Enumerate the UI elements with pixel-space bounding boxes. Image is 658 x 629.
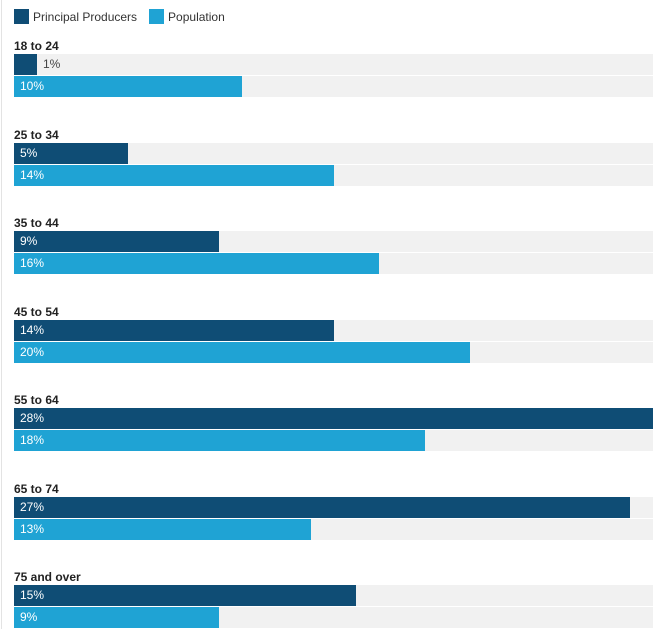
- bar-principal-producers[interactable]: [14, 585, 356, 606]
- category-label: 35 to 44: [14, 216, 59, 230]
- bar-population[interactable]: [14, 342, 470, 363]
- bar-value-label: 1%: [43, 57, 61, 71]
- bar-track: 18%: [14, 430, 653, 451]
- age-group: 75 and over 15% 9%: [14, 569, 654, 628]
- bar-value-label: 28%: [20, 411, 45, 425]
- bar-population[interactable]: [14, 519, 311, 540]
- bar-value-label: 9%: [20, 610, 38, 624]
- legend-label-population: Population: [168, 9, 225, 24]
- bar-value-label: 10%: [20, 79, 45, 93]
- bar-population[interactable]: [14, 76, 242, 97]
- bar-value-label: 5%: [20, 146, 38, 160]
- bar-value-label: 20%: [20, 345, 45, 359]
- bar-track: 1%: [14, 54, 653, 75]
- bar-track: 10%: [14, 76, 653, 97]
- age-group: 65 to 74 27% 13%: [14, 481, 654, 540]
- bar-value-label: 14%: [20, 168, 45, 182]
- bar-principal-producers[interactable]: [14, 320, 334, 341]
- bar-track: 14%: [14, 320, 653, 341]
- bar-track: 28%: [14, 408, 653, 429]
- bar-population[interactable]: [14, 165, 334, 186]
- bar-principal-producers[interactable]: [14, 231, 219, 252]
- category-label: 65 to 74: [14, 482, 59, 496]
- bar-value-label: 18%: [20, 433, 45, 447]
- legend-swatch-principal-producers: [14, 9, 29, 24]
- legend-item-principal-producers[interactable]: Principal Producers: [14, 9, 137, 24]
- bar-value-label: 13%: [20, 522, 45, 536]
- bar-track: 5%: [14, 143, 653, 164]
- bar-population[interactable]: [14, 253, 379, 274]
- bar-track: 14%: [14, 165, 653, 186]
- legend: Principal Producers Population: [14, 9, 231, 24]
- age-group: 25 to 34 5% 14%: [14, 127, 654, 186]
- category-label: 55 to 64: [14, 393, 59, 407]
- category-label: 25 to 34: [14, 128, 59, 142]
- bar-value-label: 27%: [20, 500, 45, 514]
- category-label: 75 and over: [14, 570, 81, 584]
- age-group: 45 to 54 14% 20%: [14, 304, 654, 363]
- bar-value-label: 15%: [20, 588, 45, 602]
- bar-value-label: 16%: [20, 256, 45, 270]
- chart-left-rule: [1, 0, 2, 629]
- bar-track: 9%: [14, 607, 653, 628]
- legend-label-principal-producers: Principal Producers: [33, 9, 138, 24]
- age-group: 55 to 64 28% 18%: [14, 392, 654, 451]
- bar-population[interactable]: [14, 607, 219, 628]
- bar-track: 15%: [14, 585, 653, 606]
- bar-principal-producers[interactable]: [14, 54, 37, 75]
- bar-principal-producers[interactable]: [14, 497, 630, 518]
- category-label: 18 to 24: [14, 39, 59, 53]
- bar-track: 13%: [14, 519, 653, 540]
- bar-population[interactable]: [14, 430, 425, 451]
- bar-track: 27%: [14, 497, 653, 518]
- bar-value-label: 14%: [20, 323, 45, 337]
- age-group: 35 to 44 9% 16%: [14, 215, 654, 274]
- bar-track: 16%: [14, 253, 653, 274]
- age-group: 18 to 24 1% 10%: [14, 38, 654, 97]
- bar-principal-producers[interactable]: [14, 408, 653, 429]
- bar-track: 20%: [14, 342, 653, 363]
- legend-swatch-population: [149, 9, 165, 24]
- category-label: 45 to 54: [14, 305, 59, 319]
- bar-track: 9%: [14, 231, 653, 252]
- bar-value-label: 9%: [20, 234, 38, 248]
- bar-principal-producers[interactable]: [14, 143, 128, 164]
- legend-item-population[interactable]: Population: [149, 9, 225, 24]
